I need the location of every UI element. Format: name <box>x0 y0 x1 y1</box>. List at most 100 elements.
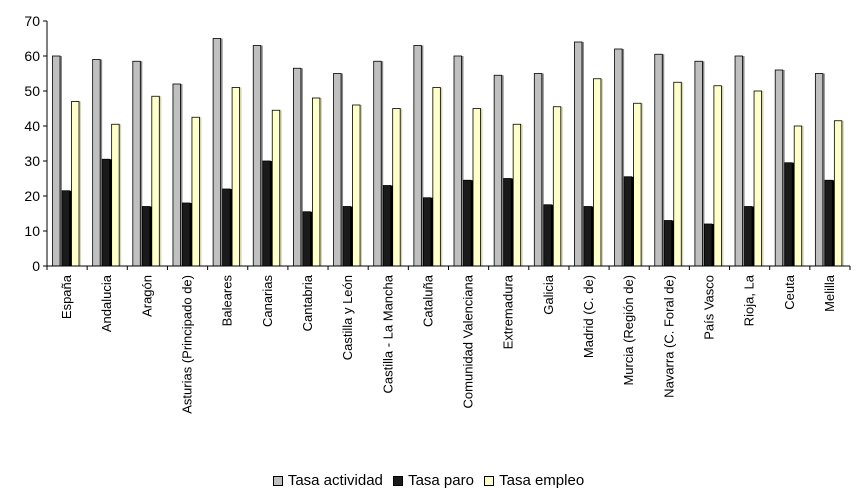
bar-tasa-actividad <box>493 74 503 267</box>
bar-shade-tasa-paro <box>752 206 755 266</box>
bar-tasa-paro <box>141 206 151 267</box>
category-label: Canarias <box>260 275 275 328</box>
bar-shade-tasa-empleo <box>400 108 403 266</box>
bar-tasa-empleo <box>311 97 321 267</box>
y-tick-label: 70 <box>24 13 40 29</box>
bar-shade-tasa-actividad <box>541 73 544 266</box>
bar-shade-tasa-empleo <box>801 126 804 266</box>
y-tick-label: 50 <box>24 83 40 99</box>
category-label: España <box>59 274 74 319</box>
bar-shade-tasa-empleo <box>600 78 603 266</box>
legend-label-tasa-paro: Tasa paro <box>408 472 474 489</box>
bar-shade-tasa-actividad <box>220 38 223 266</box>
bar-tasa-paro <box>623 176 632 267</box>
bar-shade-tasa-actividad <box>782 70 785 266</box>
bar-shade-tasa-paro <box>591 206 594 266</box>
category-label: Galicia <box>541 274 556 315</box>
bar-tasa-paro <box>543 204 552 267</box>
y-tick-label: 20 <box>24 188 40 204</box>
bar-shade-tasa-paro <box>711 224 714 266</box>
bar-tasa-paro <box>784 162 793 267</box>
bar-series <box>52 38 844 267</box>
category-label: Cantabria <box>300 274 315 331</box>
bar-shade-tasa-actividad <box>822 73 825 266</box>
bar-shade-tasa-actividad <box>702 61 705 266</box>
category-label: Comunidad Valenciana <box>461 274 476 408</box>
bar-tasa-actividad <box>614 48 623 267</box>
bar-tasa-paro <box>222 188 231 267</box>
bar-tasa-paro <box>463 179 472 267</box>
bar-tasa-actividad <box>654 53 663 267</box>
legend-item-tasa-paro: Tasa paro <box>393 472 474 489</box>
bar-shade-tasa-actividad <box>662 54 665 266</box>
bar-shade-tasa-paro <box>631 176 634 266</box>
legend-label-tasa-actividad: Tasa actividad <box>287 472 383 489</box>
category-label: Asturias (Principado de) <box>180 275 195 414</box>
bar-shade-tasa-empleo <box>761 91 764 266</box>
bar-shade-tasa-empleo <box>360 105 363 266</box>
bar-shade-tasa-paro <box>270 161 273 266</box>
bar-shade-tasa-empleo <box>319 98 322 266</box>
bar-tasa-empleo <box>432 87 441 267</box>
bar-tasa-actividad <box>132 60 141 267</box>
bar-shade-tasa-empleo <box>641 103 644 266</box>
bar-shade-tasa-paro <box>310 211 313 266</box>
bar-tasa-paro <box>744 206 753 267</box>
bar-tasa-empleo <box>593 78 602 267</box>
bar-shade-tasa-paro <box>149 206 152 266</box>
bar-tasa-paro <box>824 179 833 267</box>
legend-swatch-tasa-paro <box>393 475 404 486</box>
bar-tasa-actividad <box>212 38 222 267</box>
bar-shade-tasa-empleo <box>560 106 563 266</box>
bar-tasa-paro <box>704 223 713 267</box>
category-label: Ceuta <box>782 274 797 309</box>
bar-tasa-actividad <box>333 73 342 267</box>
bar-tasa-paro <box>182 202 191 267</box>
category-label: País Vasco <box>701 275 716 340</box>
bar-shade-tasa-paro <box>551 204 554 266</box>
axes <box>46 21 851 270</box>
bar-tasa-empleo <box>633 102 642 267</box>
legend: Tasa actividad Tasa paro Tasa empleo <box>0 472 857 490</box>
category-label: Castilla y León <box>340 275 355 360</box>
category-label: Madrid (C. de) <box>581 275 596 358</box>
bar-tasa-empleo <box>753 90 762 267</box>
bar-tasa-actividad <box>172 83 181 267</box>
bar-tasa-actividad <box>533 73 543 267</box>
bar-tasa-actividad <box>252 45 262 267</box>
bar-shade-tasa-empleo <box>520 124 523 266</box>
bar-tasa-actividad <box>92 59 101 267</box>
bar-tasa-paro <box>342 206 351 267</box>
bar-shade-tasa-actividad <box>461 56 464 266</box>
bar-shade-tasa-empleo <box>239 87 242 266</box>
bar-tasa-empleo <box>151 95 160 267</box>
bar-tasa-actividad <box>292 67 302 267</box>
bar-tasa-actividad <box>694 60 703 267</box>
bar-tasa-empleo <box>673 81 682 267</box>
bar-shade-tasa-actividad <box>421 45 424 266</box>
bar-shade-tasa-empleo <box>159 96 162 266</box>
bar-tasa-empleo <box>713 85 722 267</box>
y-tick-label: 60 <box>24 48 40 64</box>
bar-tasa-empleo <box>271 109 281 267</box>
bar-shade-tasa-paro <box>671 220 674 266</box>
bar-shade-tasa-actividad <box>100 59 103 266</box>
bar-tasa-paro <box>61 190 70 267</box>
bar-shade-tasa-actividad <box>501 75 504 266</box>
bar-shade-tasa-paro <box>69 190 72 266</box>
bar-tasa-paro <box>583 206 592 267</box>
bar-tasa-actividad <box>52 55 61 267</box>
bar-shade-tasa-actividad <box>341 73 344 266</box>
bar-tasa-empleo <box>552 106 562 267</box>
bar-shade-tasa-paro <box>230 189 233 266</box>
bar-shade-tasa-paro <box>511 178 514 266</box>
bar-shade-tasa-empleo <box>841 120 844 266</box>
bar-tasa-actividad <box>734 55 743 267</box>
bar-tasa-paro <box>262 160 271 267</box>
bar-shade-tasa-empleo <box>681 82 684 266</box>
category-label: Aragón <box>139 275 154 317</box>
category-label: Andalucia <box>99 274 114 332</box>
bar-shade-tasa-empleo <box>480 108 483 266</box>
bar-tasa-empleo <box>111 123 120 267</box>
bar-shade-tasa-empleo <box>279 110 282 266</box>
